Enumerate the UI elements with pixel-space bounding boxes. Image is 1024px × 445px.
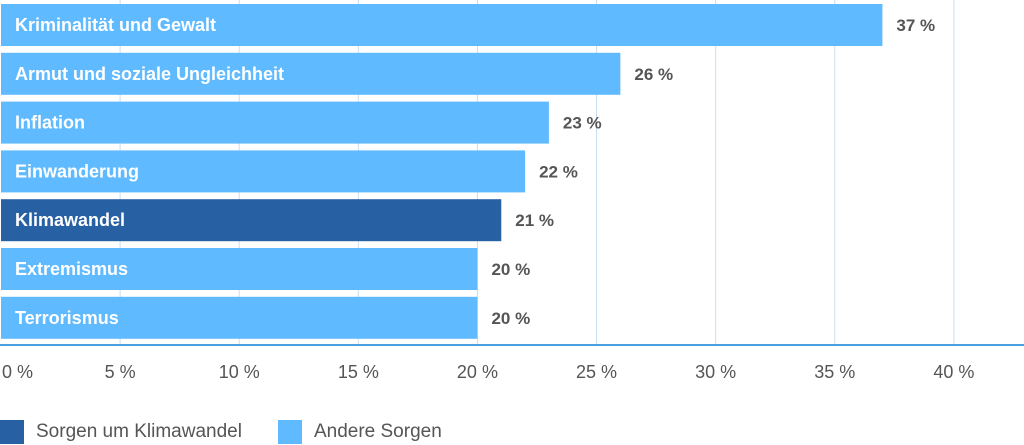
x-tick-label: 5 % xyxy=(105,362,136,382)
bar xyxy=(1,248,478,290)
bar-category-label: Inflation xyxy=(15,113,85,133)
bar-category-label: Extremismus xyxy=(15,259,128,279)
legend-swatch-other xyxy=(277,419,302,444)
x-tick-label: 10 % xyxy=(219,362,260,382)
bar-value-label: 21 % xyxy=(515,211,554,230)
bar-value-label: 20 % xyxy=(491,260,530,279)
x-tick-label: 0 % xyxy=(2,362,33,382)
x-tick-label: 15 % xyxy=(338,362,379,382)
bar xyxy=(1,150,526,193)
x-tick-label: 30 % xyxy=(695,362,736,382)
x-tick-labels: 0 %5 %10 %15 %20 %25 %30 %35 %40 %45 % xyxy=(2,362,974,382)
bar-value-label: 37 % xyxy=(896,16,935,35)
x-tick-label: 25 % xyxy=(576,362,617,382)
bar-value-label: 22 % xyxy=(539,162,578,181)
legend-item-other: Andere Sorgen xyxy=(277,419,442,444)
bar xyxy=(1,52,621,95)
bar-chart: Kriminalität und Gewalt 37 % Armut und soz… xyxy=(0,0,1024,382)
bars: Kriminalität und Gewalt 37 % Armut und soz… xyxy=(1,4,935,339)
bar xyxy=(1,296,478,339)
bar-value-label: 26 % xyxy=(634,65,673,84)
bar-category-label: Terrorismus xyxy=(15,308,119,328)
bar-category-label: Kriminalität und Gewalt xyxy=(15,15,216,35)
legend-label-climate: Sorgen um Klimawandel xyxy=(36,420,242,442)
legend-item-climate: Sorgen um Klimawandel xyxy=(0,419,242,444)
x-tick-label: 20 % xyxy=(457,362,498,382)
bar-category-label: Klimawandel xyxy=(15,210,125,230)
bar-category-label: Armut und soziale Ungleichheit xyxy=(15,64,284,84)
x-tick-label: 35 % xyxy=(814,362,855,382)
bar-value-label: 23 % xyxy=(563,114,602,133)
bar-category-label: Einwanderung xyxy=(15,161,139,181)
legend-label-other: Andere Sorgen xyxy=(313,420,442,442)
bar-value-label: 20 % xyxy=(491,309,530,328)
x-tick-label: 40 % xyxy=(933,362,974,382)
legend: Sorgen um Klimawandel Andere Sorgen xyxy=(0,418,478,445)
bar xyxy=(1,101,549,144)
legend-swatch-climate xyxy=(0,419,24,444)
bar xyxy=(1,199,502,242)
bar xyxy=(1,4,883,46)
